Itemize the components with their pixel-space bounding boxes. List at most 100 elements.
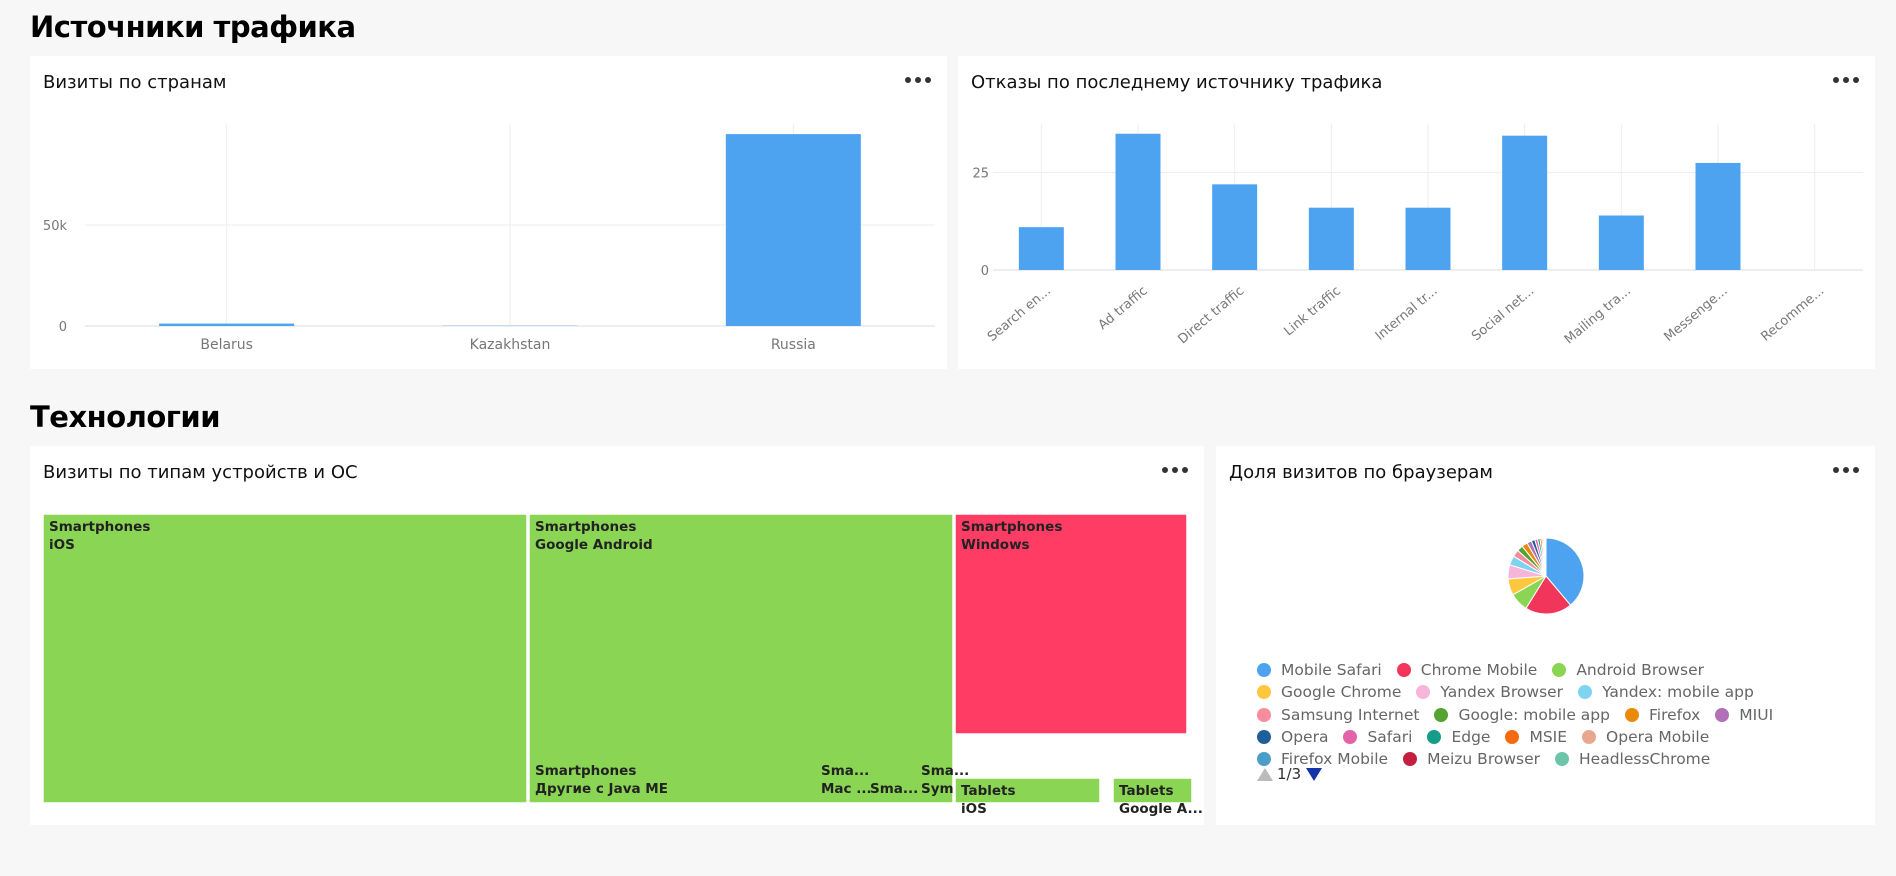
legend-label: Firefox	[1648, 705, 1701, 724]
legend-row: Samsung Internet Google: mobile app Firefo…	[1257, 704, 1817, 726]
bar	[1115, 133, 1161, 270]
section-title-traffic: Источники трафика	[30, 10, 356, 44]
x-tick-label: Social net...	[1469, 284, 1537, 345]
treemap-cell-rect	[954, 513, 1188, 735]
treemap-cell: Tablets iOS	[954, 777, 1101, 817]
treemap-cell-sublabel: Mac ...	[821, 781, 872, 797]
legend-label: Meizu Browser	[1427, 750, 1540, 769]
pie-legend: Mobile Safari Chrome Mobile Android Browse…	[1257, 659, 1817, 770]
legend-item[interactable]: Opera	[1257, 728, 1328, 746]
legend-item[interactable]: HeadlessChrome	[1555, 750, 1710, 768]
legend-page-total: 3	[1291, 765, 1302, 783]
legend-item[interactable]: MIUI	[1715, 706, 1773, 724]
legend-dot-icon	[1552, 663, 1567, 678]
legend-label: Yandex: mobile app	[1602, 683, 1754, 702]
legend-row: Google Chrome Yandex Browser Yandex: mobil…	[1257, 681, 1817, 703]
treemap-cell: Smartphones iOS	[42, 513, 528, 804]
section-title-tech: Технологии	[30, 400, 221, 434]
bar	[1695, 162, 1741, 270]
legend-item[interactable]: Firefox Mobile	[1257, 750, 1388, 768]
legend-next-icon[interactable]	[1306, 767, 1323, 781]
card-visits-by-device-os: Визиты по типам устройств и ОС Smartphon…	[30, 446, 1204, 825]
more-menu-icon[interactable]	[1162, 464, 1188, 476]
legend-item[interactable]: Safari	[1343, 728, 1412, 746]
bar	[1405, 207, 1451, 270]
bar	[725, 134, 861, 326]
treemap-cell: Smartphones Windows	[954, 513, 1188, 735]
legend-dot-icon	[1257, 752, 1271, 767]
bar	[1598, 215, 1644, 270]
treemap-cell-label: Smartphones	[535, 519, 636, 535]
legend-item[interactable]: Opera Mobile	[1582, 728, 1709, 746]
treemap-cell-rect	[1112, 777, 1193, 804]
bar	[159, 323, 295, 326]
x-tick-label: Ad traffic	[1096, 284, 1151, 334]
source-bar-chart: 0 25 Search en... Ad traffic Direct traffic L…	[972, 124, 1863, 348]
legend-item[interactable]: Firefox	[1624, 705, 1701, 724]
x-tick-label: Messenge...	[1661, 284, 1730, 345]
bar	[1018, 227, 1064, 270]
legend-row: Mobile Safari Chrome Mobile Android Browse…	[1257, 659, 1817, 681]
x-tick-label: Internal tr...	[1373, 284, 1441, 344]
legend-item[interactable]: Google Chrome	[1257, 683, 1401, 701]
legend-label: Opera Mobile	[1606, 728, 1710, 747]
card-title: Отказы по последнему источнику трафика	[971, 72, 1383, 93]
legend-dot-icon	[1505, 730, 1520, 745]
legend-item[interactable]: Yandex: mobile app	[1578, 683, 1754, 701]
treemap-cell-label: Tablets	[1119, 783, 1174, 799]
treemap-cell-label: Sma...	[870, 781, 918, 797]
more-menu-icon[interactable]	[1833, 464, 1859, 476]
legend-dot-icon	[1715, 707, 1730, 722]
x-tick-label: Direct traffic	[1175, 284, 1247, 348]
more-menu-icon[interactable]	[1833, 74, 1859, 86]
legend-item[interactable]: Google: mobile app	[1434, 705, 1610, 724]
card-visits-by-country: Визиты по странам 0 50k Belarus Kazakhstan R…	[30, 56, 947, 369]
legend-item[interactable]: Yandex Browser	[1416, 683, 1563, 701]
x-tick-label: Belarus	[200, 337, 253, 353]
legend-item[interactable]: MSIE	[1505, 728, 1567, 746]
pie-slice	[1544, 537, 1547, 577]
treemap-cell-label: Smartphones	[49, 519, 150, 535]
treemap-cell-rect	[42, 513, 528, 804]
card-bounces-by-source: Отказы по последнему источнику трафика 0…	[958, 56, 1875, 369]
treemap-cell: Sma...	[870, 781, 918, 797]
treemap-cell: Smartphones Google Android	[528, 513, 954, 804]
x-tick-label: Search en...	[985, 284, 1054, 345]
treemap-cell-sublabel: iOS	[49, 537, 75, 553]
treemap-cell: Sma... Mac ...	[821, 763, 872, 797]
pie-slice	[1525, 575, 1572, 615]
treemap-cell-rect	[954, 777, 1101, 804]
legend-item[interactable]: Chrome Mobile	[1396, 661, 1537, 679]
legend-dot-icon	[1416, 685, 1431, 700]
legend-label: Firefox Mobile	[1281, 750, 1389, 769]
treemap-cell-rect	[528, 513, 954, 804]
legend-dot-icon	[1582, 730, 1597, 745]
legend-prev-icon[interactable]	[1257, 767, 1273, 781]
legend-dot-icon	[1257, 685, 1271, 700]
legend-dot-icon	[1555, 752, 1569, 767]
bar	[1212, 184, 1258, 270]
legend-item[interactable]: Android Browser	[1552, 661, 1704, 679]
legend-page-current: 1	[1277, 765, 1287, 783]
more-menu-icon[interactable]	[905, 74, 931, 86]
legend-row: Firefox Mobile Meizu Browser HeadlessChrom…	[1257, 748, 1817, 770]
legend-item[interactable]: Samsung Internet	[1257, 706, 1419, 724]
legend-row: Opera Safari Edge MSIE Opera Mobile	[1257, 726, 1817, 748]
legend-label: Google: mobile app	[1458, 705, 1610, 724]
legend-item[interactable]: Edge	[1427, 728, 1490, 746]
legend-label: MSIE	[1529, 728, 1568, 747]
treemap-cell-sublabel: Google Android	[535, 537, 653, 553]
legend-dot-icon	[1427, 730, 1442, 745]
treemap-cell: Tablets Google A...	[1112, 777, 1203, 817]
legend-item[interactable]: Meizu Browser	[1403, 750, 1540, 768]
legend-label: Yandex Browser	[1440, 683, 1564, 702]
legend-label: MIUI	[1739, 705, 1774, 724]
x-tick-label: Recomme...	[1758, 284, 1827, 345]
y-tick-label: 25	[972, 167, 989, 182]
legend-label: Samsung Internet	[1281, 705, 1420, 724]
legend-label: Mobile Safari	[1281, 661, 1382, 680]
legend-label: HeadlessChrome	[1579, 750, 1711, 769]
legend-item[interactable]: Mobile Safari	[1257, 661, 1382, 679]
x-tick-label: Kazakhstan	[470, 337, 551, 353]
